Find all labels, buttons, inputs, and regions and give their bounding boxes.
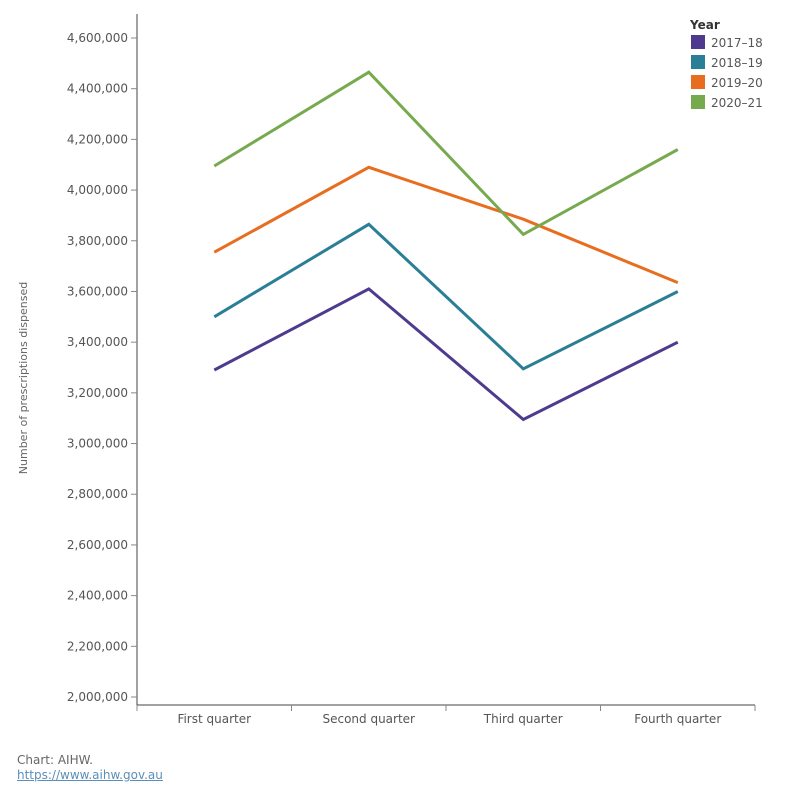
legend-label: 2018–19 xyxy=(711,56,763,70)
y-tick-label: 2,000,000 xyxy=(67,690,128,704)
y-tick-label: 4,400,000 xyxy=(67,82,128,96)
legend-swatch xyxy=(691,55,705,69)
y-axis-title: Number of prescriptions dispensed xyxy=(17,282,30,474)
y-tick-label: 2,600,000 xyxy=(67,538,128,552)
source-link[interactable]: https://www.aihw.gov.au xyxy=(17,768,163,782)
series-line-2019–20[interactable] xyxy=(213,165,679,284)
legend-swatch xyxy=(691,95,705,109)
legend-label: 2017–18 xyxy=(711,36,763,50)
chart-source: Chart: AIHW. xyxy=(17,753,93,767)
series-line-2018–19[interactable] xyxy=(213,222,679,371)
y-tick-label: 2,200,000 xyxy=(67,639,128,653)
y-tick-label: 2,800,000 xyxy=(67,487,128,501)
y-tick-label: 3,800,000 xyxy=(67,234,128,248)
x-axis: First quarter Second quarter Third quarter… xyxy=(136,704,756,726)
y-axis: 2,000,000 2,200,000 2,400,000 2,600,000 2,80… xyxy=(67,14,138,705)
y-tick-label: 4,600,000 xyxy=(67,31,128,45)
x-tick-label: Fourth quarter xyxy=(634,712,721,726)
y-tick-label: 3,600,000 xyxy=(67,284,128,298)
x-tick-label: Third quarter xyxy=(483,712,563,726)
series-group xyxy=(213,70,679,422)
legend-label: 2020–21 xyxy=(711,96,763,110)
legend-swatch xyxy=(691,75,705,89)
legend-title: Year xyxy=(689,18,720,32)
y-tick-label: 4,200,000 xyxy=(67,132,128,146)
y-tick-label: 3,400,000 xyxy=(67,335,128,349)
y-tick-label: 4,000,000 xyxy=(67,183,128,197)
y-tick-label: 3,000,000 xyxy=(67,437,128,451)
y-tick-label: 2,400,000 xyxy=(67,589,128,603)
series-line-2017–18[interactable] xyxy=(213,287,679,422)
legend-label: 2019–20 xyxy=(711,76,763,90)
x-tick-label: Second quarter xyxy=(322,712,415,726)
legend: Year 2017–18 2018–19 2019–20 2020–21 xyxy=(689,18,763,110)
x-tick-label: First quarter xyxy=(177,712,251,726)
legend-swatch xyxy=(691,35,705,49)
series-line-2020–21[interactable] xyxy=(213,70,679,237)
y-tick-label: 3,200,000 xyxy=(67,386,128,400)
